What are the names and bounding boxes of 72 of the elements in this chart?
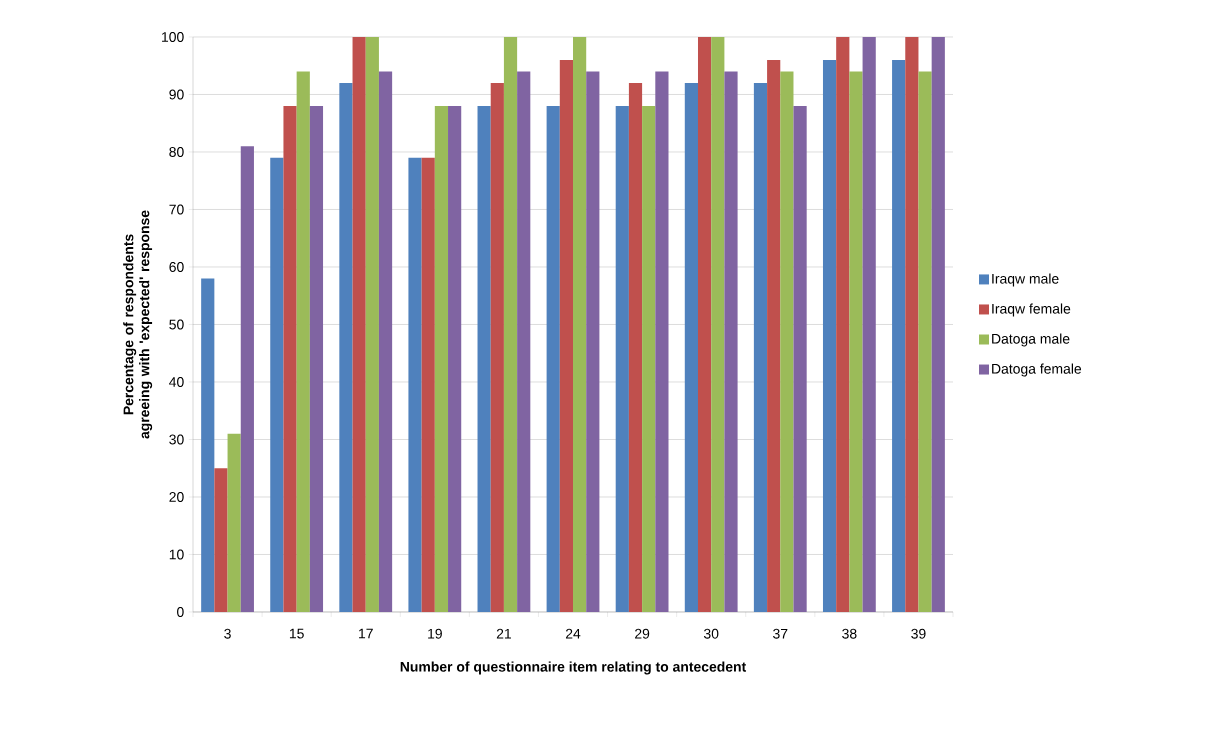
x-tick-label: 37 <box>773 628 788 639</box>
bar <box>793 105 807 612</box>
bar <box>339 82 353 612</box>
y-tick-label: 70 <box>169 204 184 215</box>
bar <box>767 59 781 612</box>
bar <box>655 71 669 612</box>
x-tick-label: 21 <box>496 628 511 639</box>
bar <box>822 59 837 612</box>
bar <box>931 36 945 612</box>
bar <box>408 157 422 612</box>
bar <box>642 105 656 612</box>
x-tick-label: 17 <box>359 628 373 639</box>
bar <box>753 82 768 612</box>
bar <box>573 36 587 612</box>
legend-label: Datoga male <box>992 333 1070 347</box>
bar <box>918 71 932 612</box>
bar <box>905 36 919 612</box>
bar <box>448 105 462 612</box>
bar <box>283 105 297 612</box>
legend-label: Iraqw male <box>992 273 1059 287</box>
bar <box>378 71 393 612</box>
bar <box>724 71 738 612</box>
y-tick-label: 0 <box>177 607 184 617</box>
bar <box>490 82 504 612</box>
y-tick-label: 60 <box>169 262 184 272</box>
bar <box>628 82 643 612</box>
bar <box>586 71 600 612</box>
y-tick-label: 100 <box>162 32 184 42</box>
bar <box>780 71 794 612</box>
bar <box>862 36 876 612</box>
bar <box>365 36 379 612</box>
x-tick-label: 39 <box>911 628 926 639</box>
y-tick-label: 50 <box>169 319 184 330</box>
y-tick-label: 10 <box>169 549 184 560</box>
bar <box>421 157 435 612</box>
bar <box>836 36 850 612</box>
bar <box>270 157 284 612</box>
bar <box>546 105 560 612</box>
bar <box>559 59 574 612</box>
legend-label: Iraqw female <box>992 303 1071 317</box>
x-tick-label: 29 <box>635 628 650 639</box>
bar <box>849 71 863 612</box>
x-tick-label: 15 <box>289 628 304 639</box>
bar <box>477 105 491 612</box>
y-axis-title: Percentage of respondents agreeing with 'expected' response <box>123 210 153 439</box>
bar <box>296 71 310 612</box>
x-tick-label: 38 <box>842 628 857 639</box>
x-tick-label: 30 <box>703 628 719 639</box>
bar <box>517 71 531 612</box>
y-tick-label: 90 <box>169 89 184 100</box>
x-axis-title: Number of questionnaire item relating to antecedent <box>400 661 747 675</box>
bar <box>227 433 241 612</box>
bar <box>214 468 228 612</box>
bar <box>309 105 324 612</box>
bar <box>684 82 698 612</box>
y-tick-label: 40 <box>169 377 184 387</box>
bar <box>503 36 518 612</box>
bar <box>615 105 629 612</box>
x-tick-label: 3 <box>224 628 231 639</box>
y-tick-label: 30 <box>169 434 184 445</box>
bar <box>201 278 215 612</box>
y-tick-label: 80 <box>169 147 184 157</box>
y-tick-label: 20 <box>169 492 184 502</box>
bar <box>697 36 712 612</box>
bar <box>711 36 725 612</box>
x-tick-label: 19 <box>428 628 442 639</box>
bar <box>434 105 449 612</box>
bar <box>352 36 366 612</box>
legend-label: Datoga female <box>992 363 1082 377</box>
x-tick-label: 24 <box>565 628 581 639</box>
bar <box>892 59 906 612</box>
bar <box>240 146 254 612</box>
